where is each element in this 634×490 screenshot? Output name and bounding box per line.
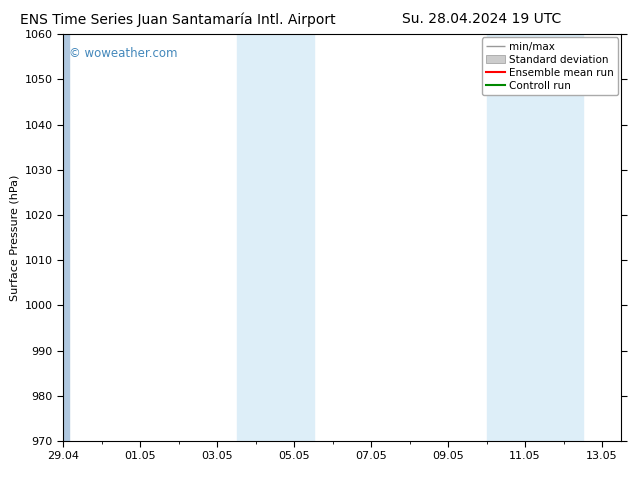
Y-axis label: Surface Pressure (hPa): Surface Pressure (hPa)	[10, 174, 19, 301]
Text: Su. 28.04.2024 19 UTC: Su. 28.04.2024 19 UTC	[402, 12, 562, 26]
Bar	[60, 34, 69, 441]
Legend: min/max, Standard deviation, Ensemble mean run, Controll run: min/max, Standard deviation, Ensemble me…	[482, 37, 618, 95]
Text: © woweather.com: © woweather.com	[69, 47, 178, 59]
Text: ENS Time Series Juan Santamaría Intl. Airport: ENS Time Series Juan Santamaría Intl. Ai…	[20, 12, 335, 27]
Bar	[487, 34, 583, 441]
Bar	[236, 34, 313, 441]
